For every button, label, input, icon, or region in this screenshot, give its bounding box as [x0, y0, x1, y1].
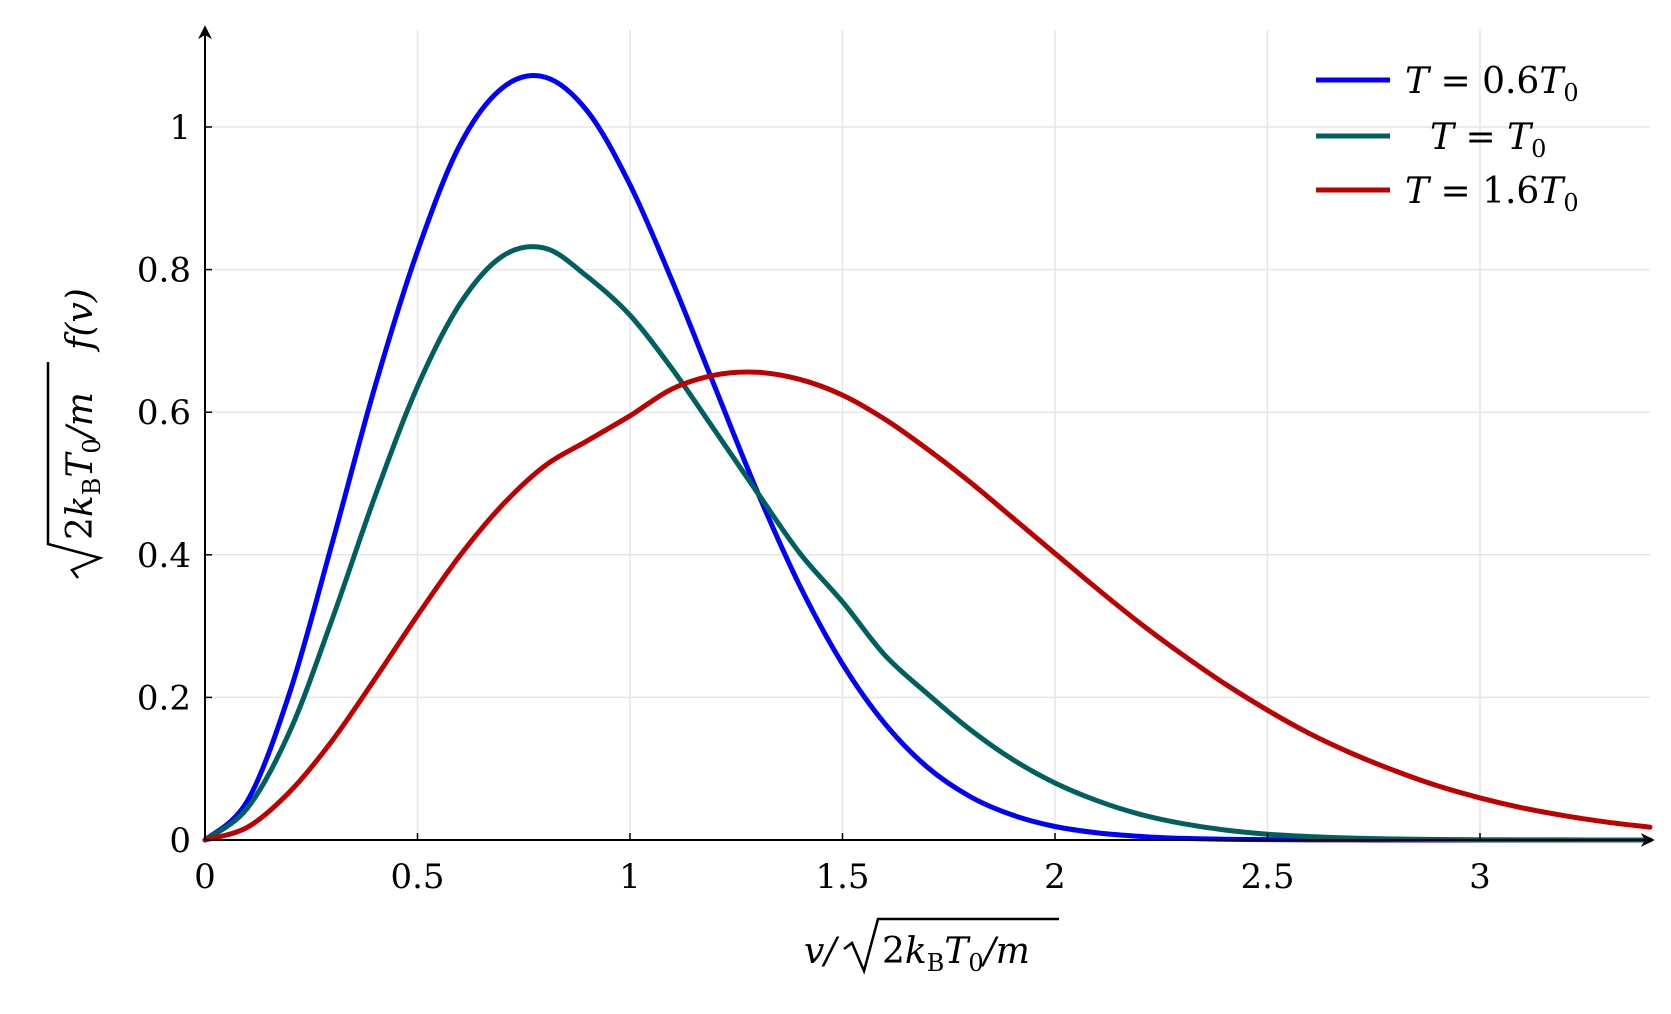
legend-label-2-sub: 0 — [1563, 189, 1578, 217]
legend-label-1-T: T — [1507, 117, 1534, 158]
y-label-radicand-k: k — [60, 495, 101, 517]
svg-text:2kBT0/m: 2kBT0/m — [882, 931, 1030, 977]
x-tick-label-0: 0 — [194, 857, 216, 897]
y-label-radicand-0: 0 — [78, 438, 106, 453]
y-tick-label-1: 0.2 — [137, 678, 191, 718]
y-tick-label-4: 0.8 — [137, 251, 191, 291]
x-tick-label-4: 2 — [1044, 857, 1066, 897]
x-axis-label: v/ 2kBT0/m — [804, 917, 1059, 977]
y-ticks: 0 0.2 0.4 0.6 0.8 1 — [137, 108, 212, 861]
legend-item-series-0: T = 0.6T0 — [1316, 61, 1579, 107]
x-label-sqrt-sign — [843, 917, 1059, 975]
legend-label-2-coef: 1.6 — [1482, 171, 1539, 212]
legend-label-1-sub: 0 — [1531, 135, 1546, 163]
y-tick-label-5: 1 — [169, 108, 191, 148]
svg-text:T = 1.6T0: T = 1.6T0 — [1405, 171, 1579, 217]
grid — [205, 30, 1650, 840]
legend-label-0-eq: = — [1429, 61, 1482, 102]
svg-text:v/: v/ — [804, 931, 840, 972]
y-label-radicand-B: B — [78, 478, 106, 496]
y-label-radicand-rest: /m — [60, 392, 101, 441]
x-tick-label-6: 3 — [1469, 857, 1491, 897]
svg-text:T = T0: T = T0 — [1430, 117, 1546, 163]
x-ticks: 0 0.5 1 1.5 2 2.5 3 — [194, 833, 1491, 897]
legend-item-series-2: T = 1.6T0 — [1316, 171, 1579, 217]
x-tick-label-2: 1 — [619, 857, 641, 897]
y-label-sqrt-sign — [46, 362, 104, 579]
y-label-radicand-T: T — [60, 451, 101, 478]
legend-label-0-T: T — [1539, 61, 1566, 102]
series-line-2 — [202, 369, 1653, 843]
legend-label-2-lhs: T — [1405, 171, 1432, 212]
y-tick-label-0: 0 — [169, 821, 191, 861]
legend-label-2-eq: = — [1429, 171, 1482, 212]
legend-label-0-coef: 0.6 — [1482, 61, 1539, 102]
legend-item-series-1: T = T0 — [1316, 117, 1546, 163]
y-label-func: f(v) — [60, 288, 101, 353]
x-tick-label-1: 0.5 — [390, 857, 444, 897]
x-label-radicand-rest: /m — [981, 931, 1030, 972]
legend-label-0-sub: 0 — [1563, 79, 1578, 107]
y-tick-label-3: 0.6 — [137, 393, 191, 433]
x-tick-label-5: 2.5 — [1240, 857, 1294, 897]
legend-label-1-eq: = — [1454, 117, 1507, 158]
x-label-radicand-0: 0 — [968, 949, 983, 977]
x-label-radicand-2: 2 — [882, 931, 905, 972]
legend: T = 0.6T0 T = T0 T = 1.6T0 — [1316, 61, 1579, 217]
y-axis-label: 2kBT0/m f(v) — [46, 288, 106, 579]
x-label-radicand-k: k — [905, 931, 927, 972]
x-label-radicand-B: B — [927, 949, 945, 977]
x-tick-label-3: 1.5 — [815, 857, 869, 897]
series-line-1 — [202, 244, 1653, 843]
svg-text:T = 0.6T0: T = 0.6T0 — [1405, 61, 1579, 107]
x-label-radicand-T: T — [944, 931, 971, 972]
x-label-prefix: v/ — [804, 931, 840, 972]
legend-label-2-T: T — [1539, 171, 1566, 212]
legend-label-0-lhs: T — [1405, 61, 1432, 102]
y-tick-label-2: 0.4 — [137, 536, 191, 576]
legend-label-1-lhs: T — [1430, 117, 1457, 158]
y-label-radicand-2: 2 — [60, 517, 101, 540]
svg-text:2kBT0/m: 2kBT0/m — [60, 392, 106, 540]
